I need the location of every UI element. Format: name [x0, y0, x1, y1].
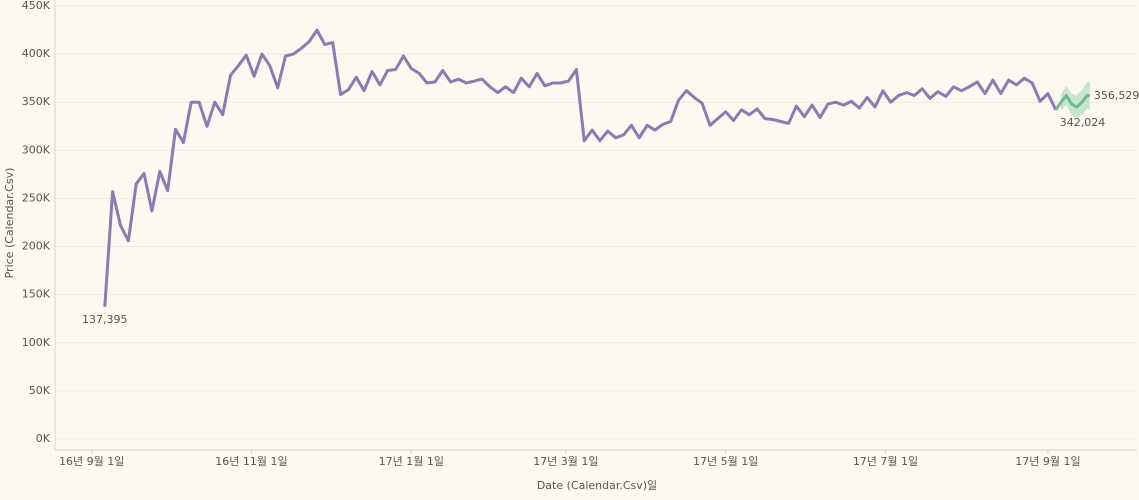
x-tick-label: 17년 3월 1일: [533, 454, 598, 468]
x-tick-label: 16년 11월 1일: [215, 454, 287, 468]
y-tick-label: 50K: [29, 384, 51, 397]
value-label: 356,529: [1094, 89, 1139, 102]
y-tick-label: 350K: [22, 95, 51, 108]
value-label: 137,395: [82, 313, 128, 326]
x-tick-label: 17년 5월 1일: [693, 454, 758, 468]
forecast-connector: [1054, 101, 1063, 111]
series-line: [1059, 94, 1091, 109]
x-axis-title: Date (Calendar.Csv)일: [537, 478, 657, 492]
forecast-band: [1061, 82, 1090, 119]
y-tick-label: 400K: [22, 47, 51, 60]
x-tick-label: 16년 9월 1일: [59, 454, 124, 468]
y-tick-label: 300K: [22, 143, 51, 156]
series-line: [103, 28, 1058, 307]
y-tick-label: 450K: [22, 0, 51, 12]
x-tick-label: 17년 7월 1일: [853, 454, 918, 468]
x-tick-label: 17년 9월 1일: [1015, 454, 1080, 468]
value-label: 342,024: [1060, 116, 1106, 129]
y-tick-label: 100K: [22, 336, 51, 349]
y-tick-label: 200K: [22, 240, 51, 253]
x-tick-label: 17년 1월 1일: [379, 454, 444, 468]
y-tick-label: 150K: [22, 288, 51, 301]
y-tick-label: 0K: [36, 432, 51, 445]
y-axis-title: Price (Calendar.Csv): [3, 168, 16, 279]
y-tick-label: 250K: [22, 191, 51, 204]
